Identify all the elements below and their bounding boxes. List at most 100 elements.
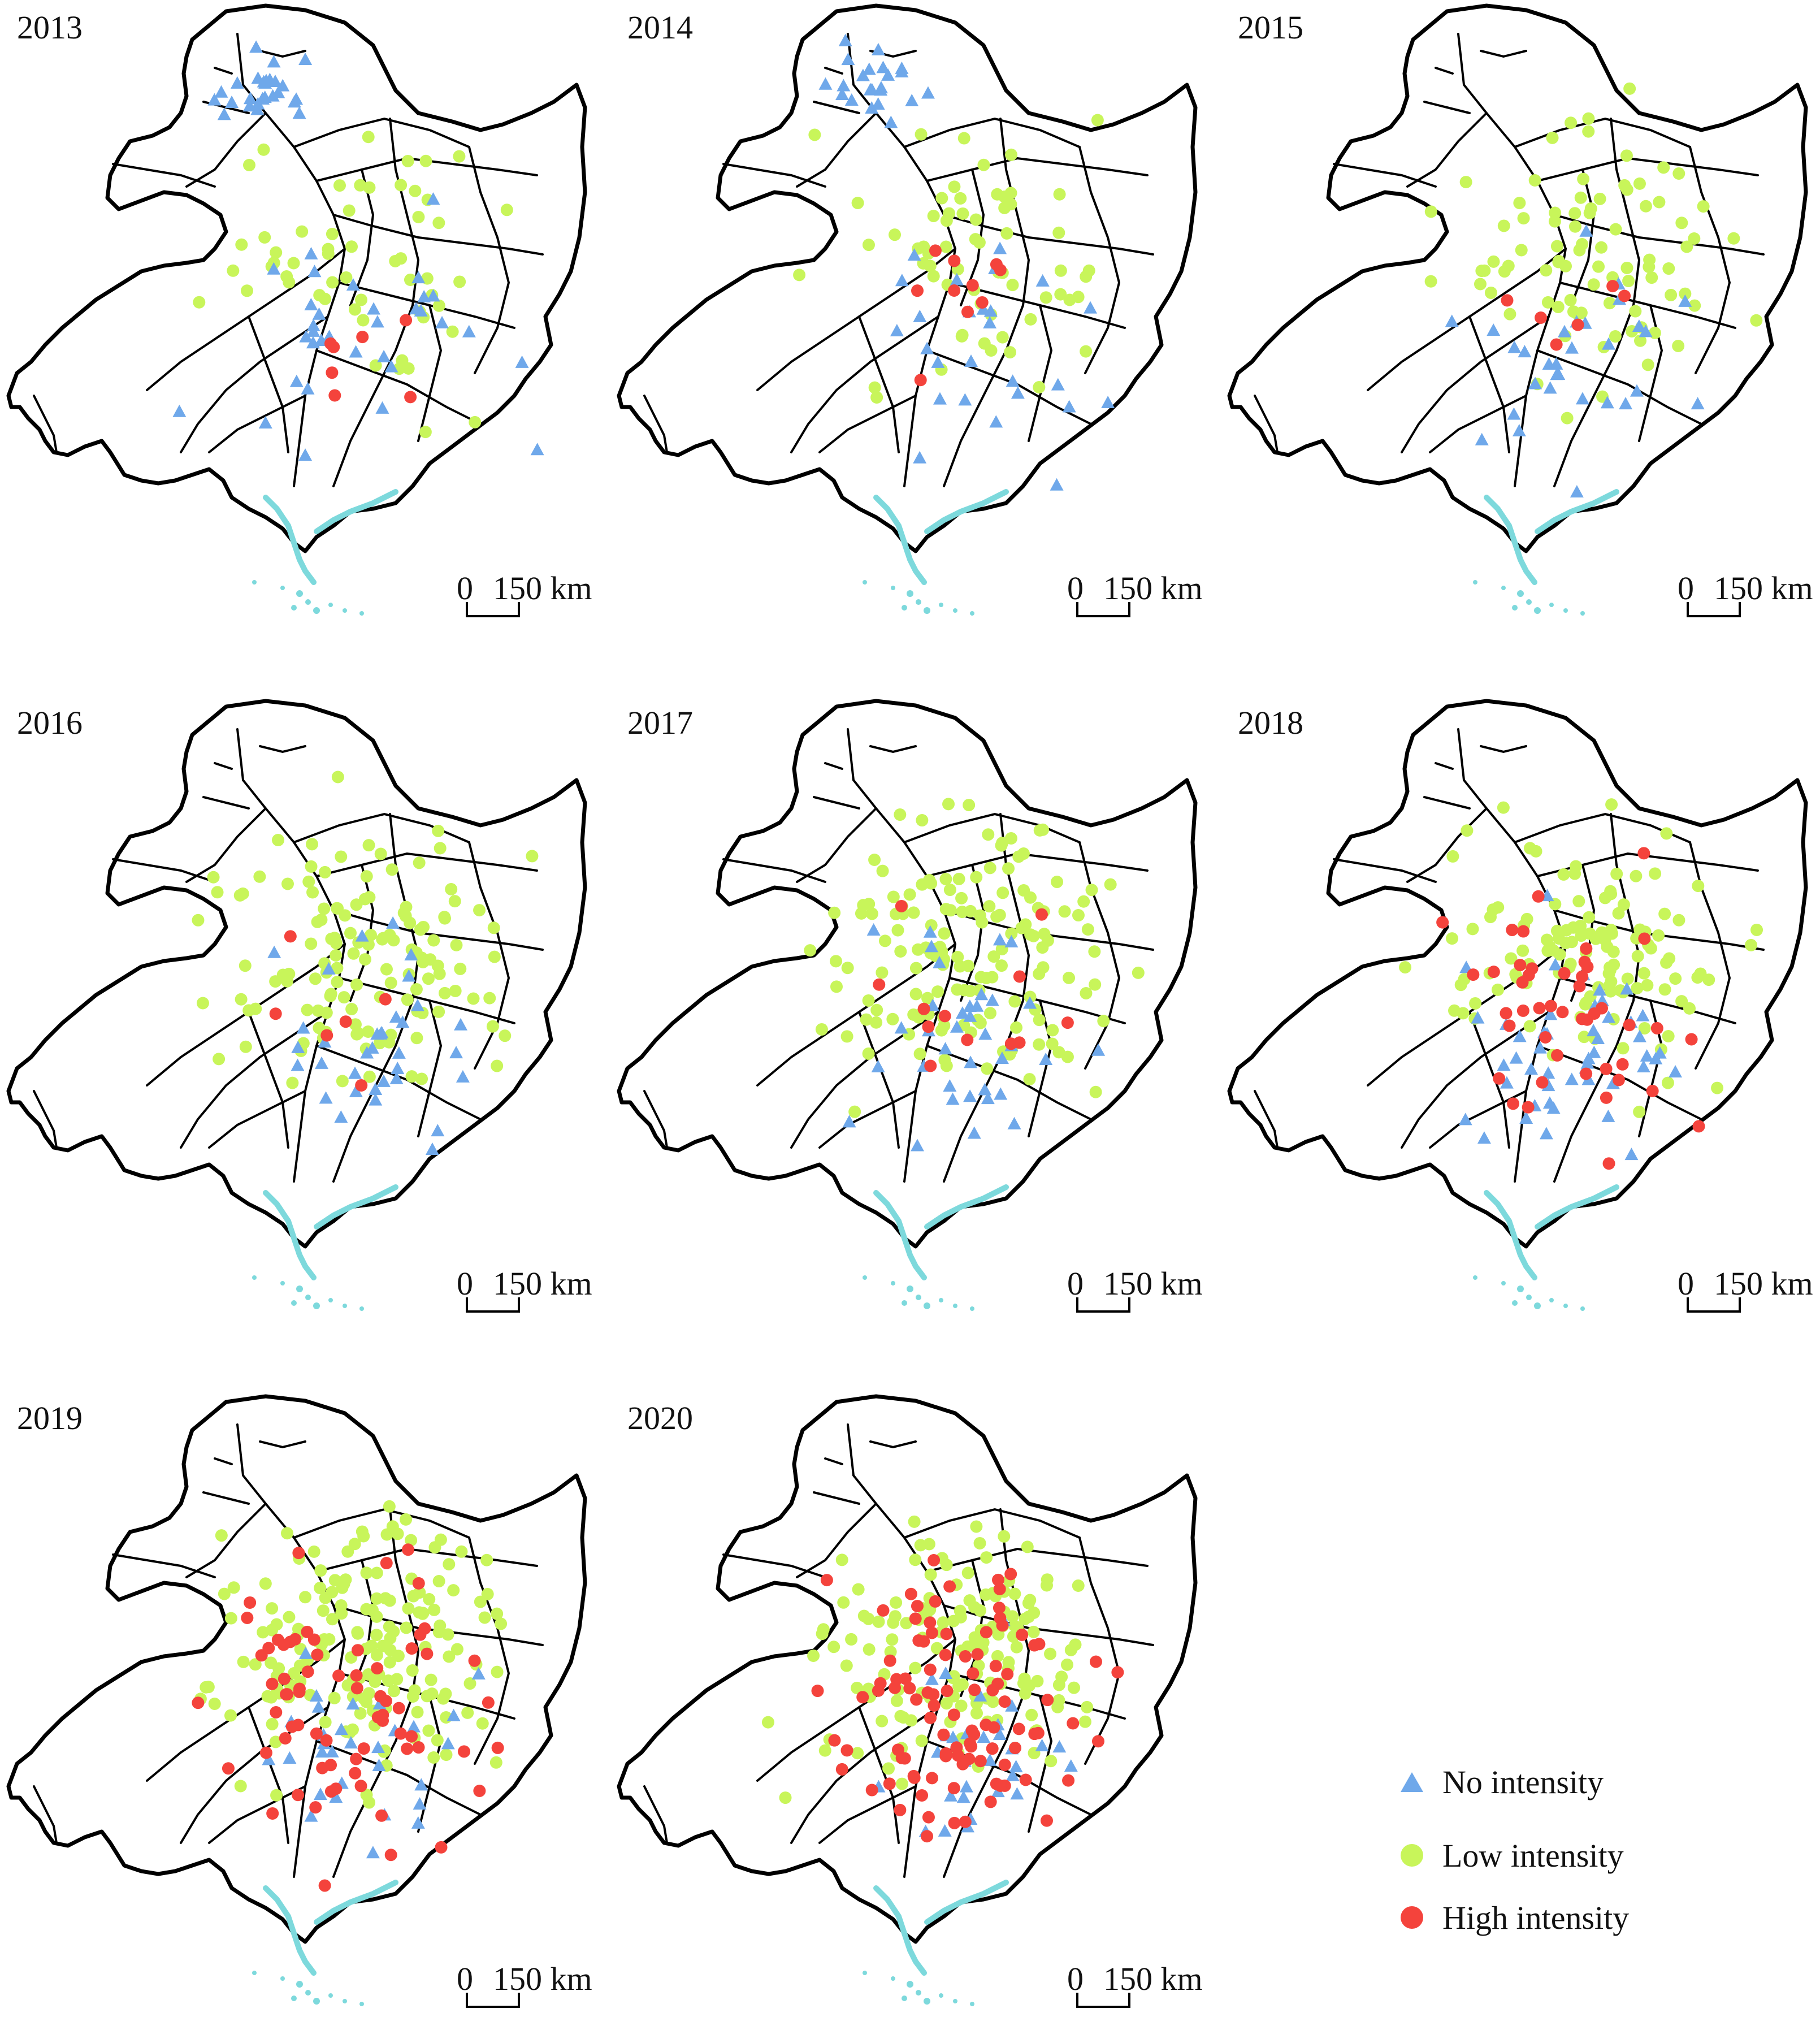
high-intensity-marker — [241, 1611, 254, 1624]
low-intensity-marker — [1457, 1007, 1470, 1020]
legend: No intensity Low intensity High intensit… — [1401, 1764, 1629, 1936]
high-intensity-marker — [1062, 1774, 1075, 1787]
high-intensity-marker — [929, 1595, 942, 1608]
high-intensity-marker — [835, 1763, 848, 1776]
low-intensity-marker — [1679, 287, 1692, 300]
no-intensity-marker — [426, 289, 440, 302]
low-intensity-marker — [362, 1668, 375, 1681]
high-intensity-marker — [1487, 966, 1500, 979]
low-intensity-marker — [969, 213, 982, 226]
low-intensity-marker — [215, 1529, 228, 1542]
high-intensity-marker — [1514, 959, 1527, 972]
low-intensity-marker — [432, 299, 445, 312]
high-intensity-marker — [990, 258, 1003, 271]
low-intensity-marker — [1575, 929, 1588, 942]
no-intensity-marker — [1539, 1127, 1553, 1140]
scale-bar: 0 150 km — [457, 1265, 592, 1313]
low-intensity-marker — [862, 1047, 875, 1060]
low-intensity-marker — [1072, 1579, 1085, 1592]
no-intensity-marker — [360, 1046, 374, 1059]
no-intensity-marker — [299, 330, 313, 343]
high-intensity-marker — [914, 374, 927, 387]
high-intensity-marker — [951, 1749, 964, 1762]
low-intensity-marker — [995, 839, 1008, 852]
no-intensity-marker — [841, 53, 855, 66]
low-intensity-marker — [276, 968, 289, 981]
high-intensity-marker — [968, 1683, 981, 1696]
low-intensity-marker — [455, 1545, 468, 1558]
low-intensity-marker — [1609, 223, 1622, 236]
no-intensity-marker — [402, 969, 416, 982]
high-intensity-marker — [924, 1616, 937, 1629]
low-intensity-marker — [357, 1530, 370, 1543]
low-intensity-marker — [401, 993, 414, 1006]
no-intensity-marker — [334, 1110, 348, 1123]
low-intensity-marker — [974, 1016, 987, 1029]
low-intensity-marker — [1578, 1031, 1591, 1044]
low-intensity-marker — [1487, 255, 1500, 268]
no-intensity-marker — [325, 1745, 339, 1758]
low-intensity-marker — [391, 1673, 404, 1686]
no-intensity-marker — [1006, 1768, 1020, 1781]
low-intensity-marker — [313, 289, 326, 302]
low-intensity-marker — [916, 814, 929, 827]
low-intensity-marker — [1000, 227, 1013, 240]
low-intensity-marker — [307, 1545, 320, 1558]
high-intensity-marker — [883, 1654, 896, 1667]
no-intensity-marker — [1004, 934, 1019, 947]
low-intensity-marker — [283, 276, 296, 289]
low-intensity-marker — [1492, 901, 1505, 914]
low-intensity-marker — [978, 337, 991, 350]
low-intensity-marker — [405, 1534, 418, 1547]
legend-label-low: Low intensity — [1442, 1837, 1624, 1874]
low-intensity-marker — [840, 1659, 853, 1672]
no-intensity-marker — [251, 97, 265, 110]
low-intensity-marker — [491, 1607, 504, 1620]
high-intensity-marker — [922, 1020, 935, 1033]
high-intensity-marker — [1623, 1019, 1636, 1032]
no-intensity-marker — [1579, 224, 1593, 237]
high-intensity-marker — [907, 1769, 920, 1782]
low-intensity-marker — [1541, 944, 1554, 957]
map-panel-2015: 2015 0 150 km — [1229, 6, 1813, 616]
no-intensity-marker — [1084, 301, 1098, 314]
low-intensity-marker — [938, 1019, 951, 1032]
high-intensity-marker — [412, 1741, 425, 1754]
no-intensity-marker — [895, 274, 909, 287]
low-intensity-marker — [954, 1604, 967, 1617]
no-intensity-marker — [298, 53, 313, 66]
no-intensity-marker — [391, 1062, 405, 1075]
high-intensity-marker — [959, 1815, 972, 1828]
no-intensity-marker — [963, 1089, 977, 1102]
scale-length-label: 150 km — [493, 1960, 592, 1997]
low-intensity-marker — [1605, 888, 1618, 901]
high-intensity-marker — [405, 1730, 418, 1743]
scale-bar-line — [1076, 1297, 1130, 1313]
low-intensity-marker — [237, 1655, 250, 1668]
no-intensity-marker — [1606, 1076, 1620, 1089]
no-intensity-marker — [1445, 314, 1459, 327]
low-intensity-marker — [1675, 217, 1688, 230]
low-intensity-marker — [1633, 177, 1646, 190]
low-intensity-marker — [1497, 219, 1510, 232]
low-intensity-marker — [961, 1566, 974, 1579]
low-intensity-marker — [306, 886, 319, 899]
low-intensity-marker — [330, 902, 343, 915]
low-intensity-marker — [1132, 966, 1145, 979]
low-intensity-marker — [1658, 983, 1671, 996]
low-intensity-marker — [253, 870, 266, 883]
high-intensity-marker — [1550, 338, 1563, 351]
no-intensity-marker — [1600, 396, 1614, 409]
low-intensity-marker — [1072, 909, 1085, 922]
no-intensity-marker — [1541, 1066, 1555, 1079]
low-intensity-marker — [1002, 862, 1015, 875]
low-intensity-marker — [1044, 1647, 1057, 1660]
low-intensity-marker — [1063, 971, 1076, 984]
no-intensity-marker — [409, 302, 423, 315]
low-intensity-marker — [354, 1707, 367, 1720]
high-intensity-marker — [974, 1755, 987, 1768]
low-intensity-marker — [1574, 919, 1587, 932]
no-intensity-marker — [920, 341, 934, 354]
no-intensity-marker — [983, 316, 997, 329]
no-intensity-marker — [1557, 324, 1571, 337]
